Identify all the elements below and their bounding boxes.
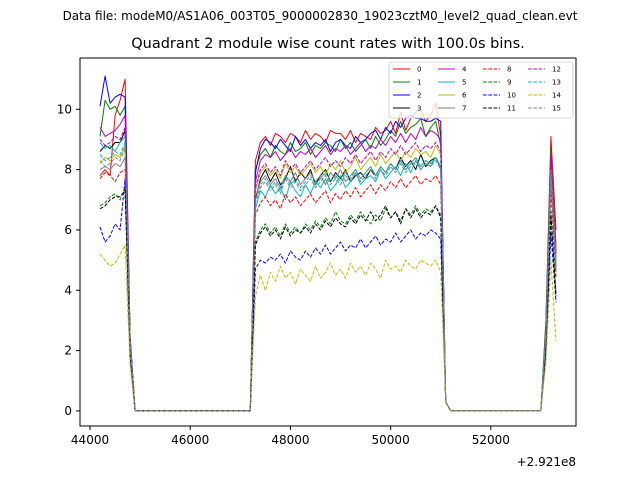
series-line-10 — [99, 178, 557, 412]
legend-label-6: 6 — [462, 92, 467, 100]
y-axis: 0 2 4 6 8 10 — [57, 102, 80, 418]
legend-label-5: 5 — [462, 79, 466, 87]
series-line-14 — [99, 244, 557, 412]
figure-suptitle: Data file: modeM0/AS1A06_003T05_90000028… — [63, 9, 578, 23]
y-tick-label-0: 0 — [64, 404, 72, 418]
legend-label-12: 12 — [552, 66, 561, 74]
x-axis-offset-label: +2.921e8 — [517, 455, 576, 469]
legend-label-3: 3 — [417, 105, 421, 113]
legend-label-8: 8 — [507, 66, 511, 74]
y-tick-label-4: 8 — [64, 163, 72, 177]
y-tick-label-1: 2 — [64, 344, 72, 358]
x-tick-label-1: 46000 — [171, 433, 209, 447]
legend-label-14: 14 — [552, 92, 561, 100]
x-axis: 44000 46000 48000 50000 52000 — [71, 426, 510, 447]
legend-frame — [388, 61, 574, 119]
legend-label-0: 0 — [417, 66, 421, 74]
legend-label-4: 4 — [462, 66, 467, 74]
chart-title: Quadrant 2 module wise count rates with … — [131, 36, 525, 52]
plot-area — [79, 57, 577, 427]
legend-label-2: 2 — [417, 92, 421, 100]
axes-background — [80, 58, 576, 426]
axes-frame — [79, 57, 577, 427]
x-tick-label-3: 50000 — [372, 433, 410, 447]
legend-label-7: 7 — [462, 105, 466, 113]
series-layer — [99, 75, 557, 412]
y-tick-label-2: 4 — [64, 283, 72, 297]
legend-label-13: 13 — [552, 79, 561, 87]
x-tick-label-4: 52000 — [472, 433, 510, 447]
x-tick-label-0: 44000 — [71, 433, 109, 447]
x-tick-label-2: 48000 — [271, 433, 309, 447]
legend-label-15: 15 — [552, 105, 561, 113]
y-tick-label-5: 10 — [57, 102, 72, 116]
legend-label-10: 10 — [507, 92, 516, 100]
legend-label-1: 1 — [417, 79, 421, 87]
series-line-15 — [99, 148, 557, 412]
legend-label-11: 11 — [507, 105, 516, 113]
legend-label-9: 9 — [507, 79, 511, 87]
y-tick-label-3: 6 — [64, 223, 72, 237]
